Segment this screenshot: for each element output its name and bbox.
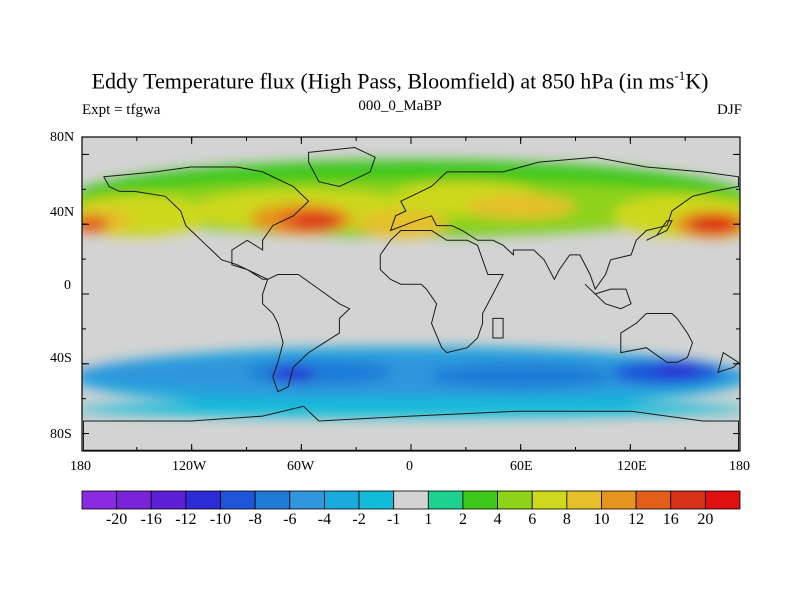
colorbar-swatch-4 (220, 490, 256, 510)
colorbar (81, 490, 741, 510)
colorbar-label-8: -1 (387, 511, 401, 528)
colorbar-label-14: 10 (593, 511, 610, 528)
colorbar-swatch-11 (462, 490, 498, 510)
coastline-madagascar (492, 317, 504, 339)
colorbar-label-11: 4 (493, 511, 502, 528)
coastline-africa (379, 230, 504, 354)
coastline-eurasia (389, 156, 739, 291)
contour-blob-10 (703, 218, 733, 230)
lon-label-60e: 60E (510, 459, 533, 474)
coastline-north-america (103, 166, 310, 280)
colorbar-swatch-18 (704, 490, 741, 510)
contour-blob-18 (246, 360, 393, 385)
colorbar-swatch-5 (254, 490, 291, 510)
season-label: DJF (716, 102, 742, 118)
colorbar-swatch-2 (150, 490, 187, 510)
colorbar-swatch-8 (358, 490, 395, 510)
colorbar-label-3: -10 (209, 511, 232, 528)
coastline-indonesia (584, 283, 632, 310)
lon-label-120e: 120E (617, 459, 647, 474)
colorbar-label-7: -2 (352, 511, 366, 528)
colorbar-swatch-7 (324, 490, 360, 510)
colorbar-swatch-13 (531, 490, 568, 510)
colorbar-label-13: 8 (562, 511, 571, 528)
colorbar-swatch-0 (81, 490, 118, 510)
colorbar-label-1: -16 (140, 511, 162, 528)
coastline-australia (620, 313, 694, 363)
plot-area (82, 137, 740, 451)
colorbar-label-4: -8 (248, 511, 262, 528)
colorbar-swatch-10 (427, 490, 464, 510)
contour-blob-22 (654, 362, 698, 376)
lon-label-180w: 180 (70, 459, 91, 474)
experiment-label: Expt = tfgwa (82, 102, 161, 118)
colorbar-label-16: 16 (662, 511, 679, 528)
continent-outlines (83, 146, 740, 451)
colorbar-swatch-1 (116, 490, 152, 510)
coastline-new-zealand (717, 351, 740, 373)
colorbar-swatch-12 (497, 490, 533, 510)
colorbar-label-15: 12 (628, 511, 645, 528)
lon-label-120w: 120W (172, 459, 207, 474)
contour-blob-19 (429, 363, 613, 389)
contour-blob-15 (465, 194, 576, 219)
colorbar-swatch-17 (670, 490, 706, 510)
colorbar-label-17: 20 (697, 511, 714, 528)
colorbar-label-9: 1 (424, 511, 433, 528)
contour-blob-13 (294, 213, 338, 228)
lat-label-80s: 80S (50, 427, 72, 442)
lat-label-40n: 40N (50, 205, 75, 220)
period-label: 000_0_MaBP (358, 98, 442, 114)
colorbar-label-5: -6 (283, 511, 297, 528)
colorbar-label-10: 2 (458, 511, 467, 528)
colorbar-label-12: 6 (528, 511, 537, 528)
lat-label-0: 0 (64, 278, 71, 293)
coastline-japan (646, 220, 673, 241)
lon-label-60w: 60W (287, 459, 315, 474)
colorbar-swatch-3 (185, 490, 221, 510)
lat-label-80n: 80N (50, 130, 75, 145)
lon-label-180e: 180 (729, 459, 750, 474)
colorbar-swatch-16 (635, 490, 672, 510)
colorbar-label-2: -12 (175, 511, 197, 528)
colorbar-swatch-6 (289, 490, 325, 510)
lat-label-40s: 40S (50, 351, 72, 366)
contour-blob-14 (356, 210, 448, 239)
coastline-antarctica (83, 405, 739, 451)
coastline-greenland (308, 146, 376, 188)
contour-blob-21 (270, 367, 315, 382)
colorbar-label-0: -20 (105, 511, 128, 528)
contour-blob-7 (82, 215, 110, 233)
colorbar-swatch-15 (601, 490, 637, 510)
chart-title: Eddy Temperature flux (High Pass, Bloomf… (91, 68, 709, 94)
coastline-south-america (262, 274, 351, 393)
colorbar-label-6: -4 (317, 511, 332, 528)
contour-blob-23 (82, 400, 740, 418)
colorbar-swatch-9 (393, 490, 429, 510)
lon-label-0: 0 (406, 459, 413, 474)
colorbar-swatch-14 (566, 490, 602, 510)
